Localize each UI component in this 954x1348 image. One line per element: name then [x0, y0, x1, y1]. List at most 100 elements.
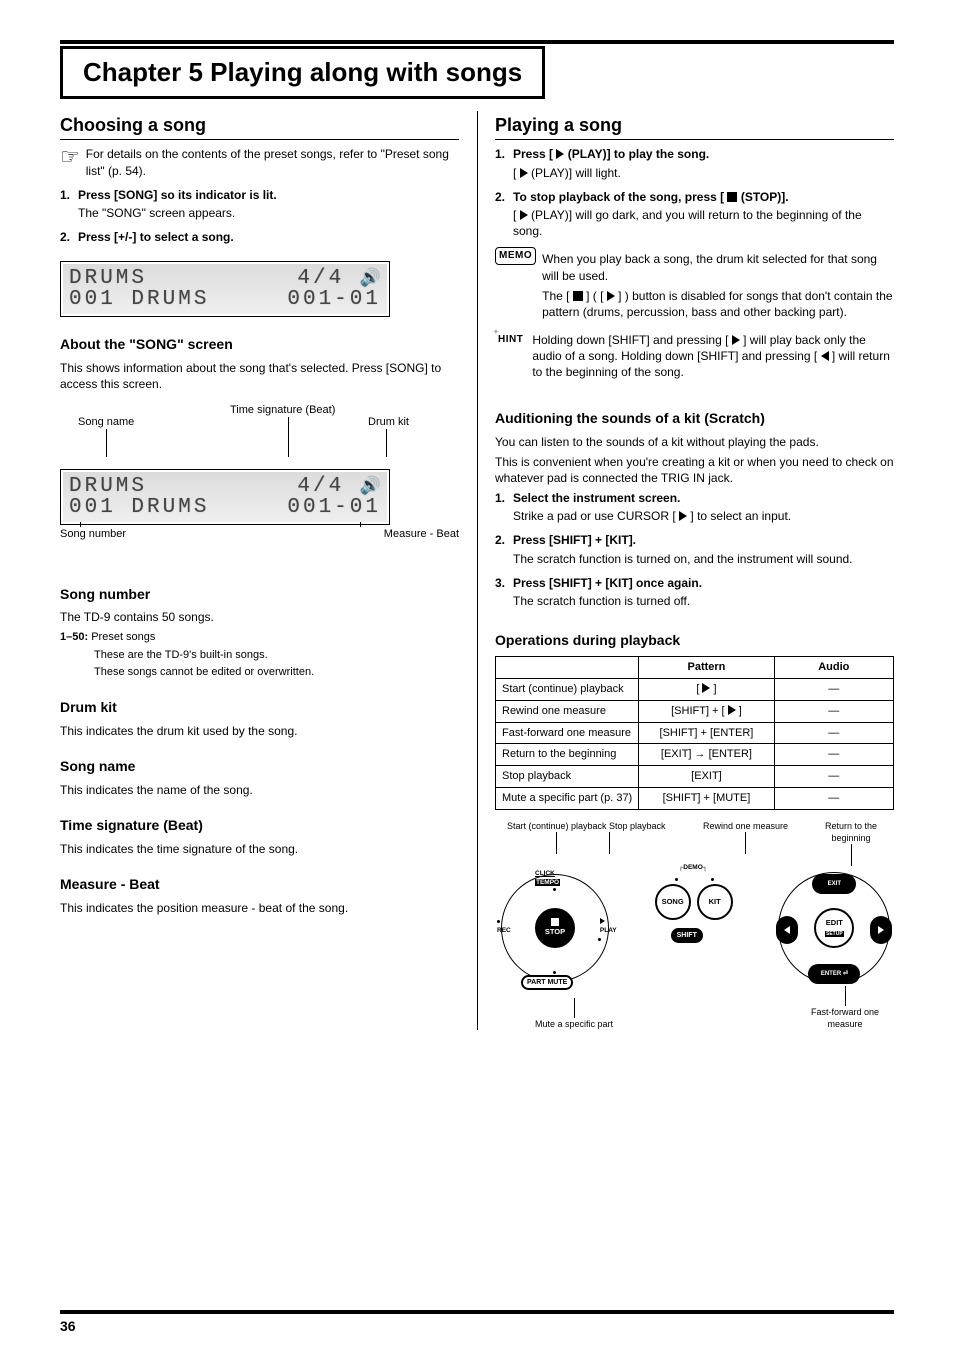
memo-icon: MEMO — [495, 247, 536, 265]
table-row: Start (continue) playback[ ]— — [496, 678, 894, 700]
th-pattern: Pattern — [639, 657, 774, 679]
choose-song-steps: 1.Press [SONG] so its indicator is lit.T… — [60, 187, 459, 246]
led-dot — [553, 888, 556, 891]
two-column-layout: Choosing a song ☞ For details on the con… — [60, 105, 894, 1030]
callout-text: Start (continue) playback — [507, 820, 607, 832]
callout-stop: Stop playback — [609, 820, 666, 854]
leader-line — [556, 832, 557, 854]
callout-ffwd: Fast-forward one measure — [795, 986, 895, 1030]
step-num: 2. — [60, 229, 70, 245]
step-sub: [ (PLAY)] will go dark, and you will ret… — [513, 207, 894, 239]
callout-return: Return to the beginning — [811, 820, 891, 866]
td: Mute a specific part (p. 37) — [496, 788, 639, 810]
leader-line — [574, 998, 575, 1018]
label-song-num: Song number — [60, 527, 126, 542]
exit-button[interactable]: EXIT — [812, 874, 856, 894]
leader-line — [106, 429, 107, 457]
memo-text: When you play back a song, the drum kit … — [542, 247, 894, 324]
button-cluster-diagram: Start (continue) playback Stop playback … — [495, 820, 894, 1030]
song-number-row: These are the TD-9's built-in songs. — [60, 648, 459, 663]
about-song-screen-title: About the "SONG" screen — [60, 335, 459, 354]
td: — — [774, 678, 893, 700]
scratch-steps: 1.Select the instrument screen.Strike a … — [495, 490, 894, 609]
about-song-screen-text: This shows information about the song th… — [60, 360, 459, 392]
callout-text: Rewind one measure — [703, 820, 788, 832]
rewind-icon — [821, 351, 829, 361]
step-sub: [ (PLAY)] will light. — [513, 165, 894, 181]
scratch-p2: This is convenient when you're creating … — [495, 454, 894, 486]
cursor-right-icon — [679, 511, 687, 521]
label-drum-kit: Drum kit — [368, 415, 409, 430]
scratch-p1: You can listen to the sounds of a kit wi… — [495, 434, 894, 450]
timesig-text: This indicates the time signature of the… — [60, 841, 459, 857]
step-num: 1. — [60, 187, 70, 203]
song-number-row: These songs cannot be edited or overwrit… — [60, 665, 459, 680]
callout-text: Fast-forward one measure — [795, 1006, 895, 1030]
page-top-rule — [60, 40, 894, 44]
chapter-title-frame: Chapter 5 Playing along with songs — [60, 46, 545, 99]
lcd1-line2-right: 001-01 — [287, 289, 381, 310]
step-num: 1. — [495, 146, 505, 162]
click-tempo-label: CLICKTEMPO — [535, 870, 560, 888]
lcd2-line2-left: 001 DRUMS — [69, 497, 209, 518]
td: Start (continue) playback — [496, 678, 639, 700]
step-sub: The scratch function is turned on, and t… — [513, 551, 894, 567]
play-label: PLAY — [600, 918, 617, 936]
step-sub: Strike a pad or use CURSOR [ ] to select… — [513, 508, 894, 524]
cursor-left-button[interactable] — [776, 916, 798, 944]
right-column: Playing a song 1.Press [ (PLAY)] to play… — [477, 105, 894, 1030]
step-item: 1.Select the instrument screen.Strike a … — [495, 490, 894, 524]
stop-icon — [573, 291, 583, 301]
callout-text: Return to the beginning — [811, 820, 891, 844]
part-mute-button[interactable]: PART MUTE — [521, 975, 573, 990]
th-empty — [496, 657, 639, 679]
page-number: 36 — [60, 1317, 76, 1336]
hand-note: ☞ For details on the contents of the pre… — [60, 146, 459, 178]
play-icon — [607, 291, 615, 301]
song-label: SONG — [662, 897, 684, 907]
shift-button[interactable]: SHIFT — [671, 928, 703, 943]
stop-button[interactable]: STOP — [535, 908, 575, 948]
table-row: Return to the beginning[EXIT] → [ENTER]— — [496, 744, 894, 766]
cursor-right-button[interactable] — [870, 916, 892, 944]
td: — — [774, 766, 893, 788]
td: [ ] — [639, 678, 774, 700]
label-song-name: Song name — [78, 415, 134, 430]
led-dot — [711, 878, 714, 881]
song-button[interactable]: SONG — [655, 884, 691, 920]
measbeat-text: This indicates the position measure - be… — [60, 900, 459, 916]
callout-start: Start (continue) playback — [507, 820, 607, 854]
kit-button[interactable]: KIT — [697, 884, 733, 920]
timesig-title: Time signature (Beat) — [60, 816, 459, 835]
lcd1-line1-left: DRUMS — [69, 268, 147, 289]
td: Rewind one measure — [496, 700, 639, 722]
leader-line — [745, 832, 746, 854]
enter-button[interactable]: ENTER ⏎ — [808, 964, 860, 984]
hint-icon: HINT — [495, 332, 526, 348]
td: [SHIFT] + [ ] — [639, 700, 774, 722]
td: — — [774, 744, 893, 766]
row-a: 1–50: — [60, 631, 88, 643]
page-bottom-rule — [60, 1310, 894, 1314]
exit-label: EXIT — [828, 880, 841, 888]
td: [SHIFT] + [MUTE] — [639, 788, 774, 810]
led-dot — [675, 878, 678, 881]
stop-icon — [727, 192, 737, 202]
lcd-inner: DRUMS4/4 🔊 001 DRUMS001-01 — [63, 264, 387, 314]
play-icon — [728, 705, 736, 715]
transport-cluster: CLICKTEMPO STOP REC PLAY PART MUTE — [495, 868, 615, 988]
step-num: 1. — [495, 490, 505, 506]
play-song-steps: 1.Press [ (PLAY)] to play the song.[ (PL… — [495, 146, 894, 239]
mode-cluster: ┌DEMO┐ SONG KIT SHIFT — [645, 868, 745, 978]
td: Fast-forward one measure — [496, 722, 639, 744]
led-dot — [553, 971, 556, 974]
enter-label: ENTER ⏎ — [821, 970, 848, 978]
step-item: 2.Press [+/-] to select a song. — [60, 229, 459, 245]
speaker-icon: 🔊 — [360, 478, 381, 497]
lcd1-line2-left: 001 DRUMS — [69, 289, 209, 310]
measbeat-title: Measure - Beat — [60, 875, 459, 894]
shift-label: SHIFT — [677, 931, 697, 940]
table-row: Mute a specific part (p. 37)[SHIFT] + [M… — [496, 788, 894, 810]
table-row: Stop playback[EXIT]— — [496, 766, 894, 788]
callout-rewind: Rewind one measure — [703, 820, 788, 854]
